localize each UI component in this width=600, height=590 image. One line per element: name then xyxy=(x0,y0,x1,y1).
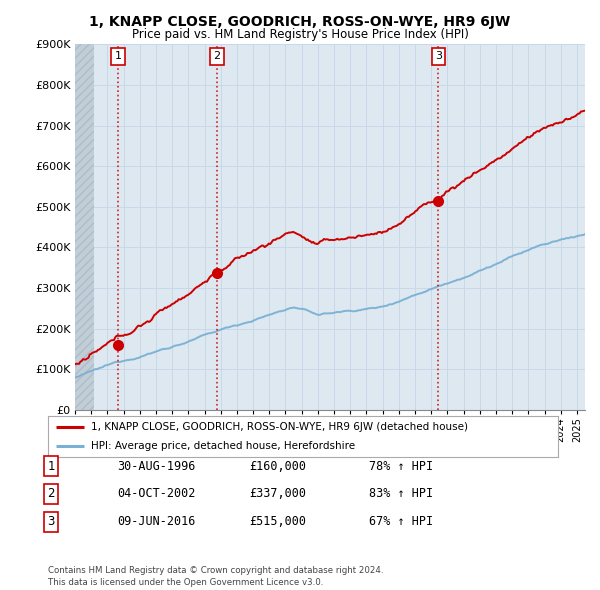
Text: 2: 2 xyxy=(47,487,55,500)
Text: 04-OCT-2002: 04-OCT-2002 xyxy=(117,487,196,500)
Text: 1, KNAPP CLOSE, GOODRICH, ROSS-ON-WYE, HR9 6JW: 1, KNAPP CLOSE, GOODRICH, ROSS-ON-WYE, H… xyxy=(89,15,511,30)
Text: 78% ↑ HPI: 78% ↑ HPI xyxy=(369,460,433,473)
Text: 1: 1 xyxy=(115,51,122,61)
Text: 3: 3 xyxy=(435,51,442,61)
Text: 3: 3 xyxy=(47,515,55,528)
Text: £160,000: £160,000 xyxy=(249,460,306,473)
Bar xyxy=(75,44,94,410)
Text: HPI: Average price, detached house, Herefordshire: HPI: Average price, detached house, Here… xyxy=(91,441,355,451)
Text: 09-JUN-2016: 09-JUN-2016 xyxy=(117,515,196,528)
Text: £515,000: £515,000 xyxy=(249,515,306,528)
Text: 67% ↑ HPI: 67% ↑ HPI xyxy=(369,515,433,528)
Text: Contains HM Land Registry data © Crown copyright and database right 2024.
This d: Contains HM Land Registry data © Crown c… xyxy=(48,566,383,587)
Text: 83% ↑ HPI: 83% ↑ HPI xyxy=(369,487,433,500)
Text: 30-AUG-1996: 30-AUG-1996 xyxy=(117,460,196,473)
Text: 2: 2 xyxy=(213,51,220,61)
Text: 1, KNAPP CLOSE, GOODRICH, ROSS-ON-WYE, HR9 6JW (detached house): 1, KNAPP CLOSE, GOODRICH, ROSS-ON-WYE, H… xyxy=(91,422,469,432)
Text: £337,000: £337,000 xyxy=(249,487,306,500)
Text: Price paid vs. HM Land Registry's House Price Index (HPI): Price paid vs. HM Land Registry's House … xyxy=(131,28,469,41)
Text: 1: 1 xyxy=(47,460,55,473)
